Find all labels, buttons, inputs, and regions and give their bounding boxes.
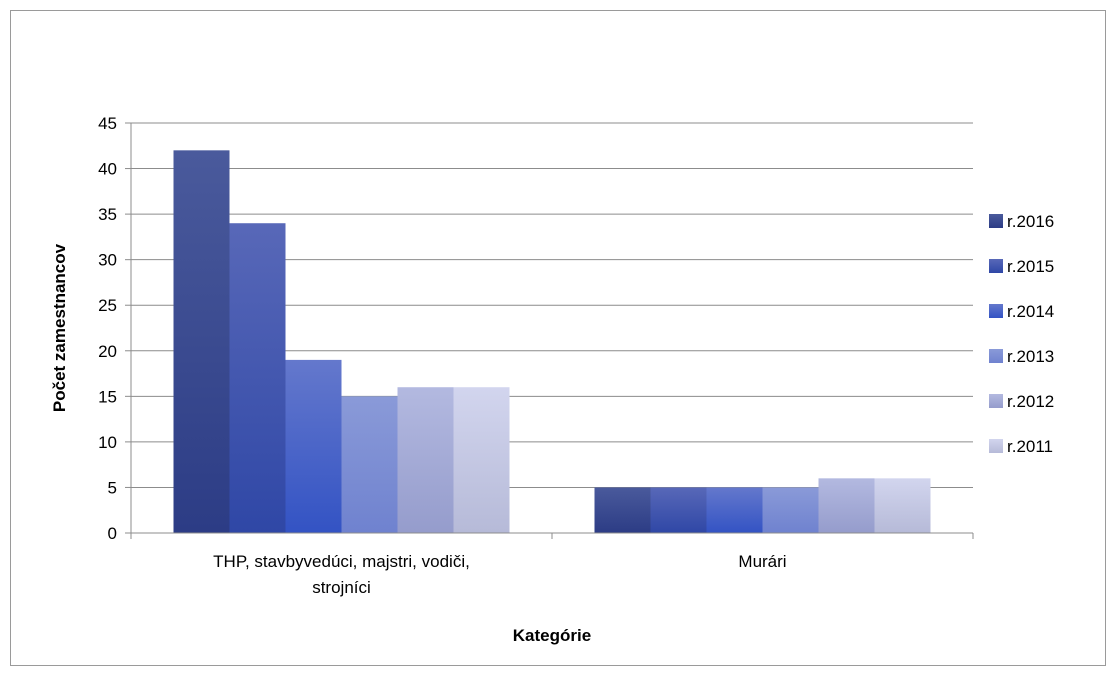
y-tick-label: 5: [108, 478, 117, 497]
legend-swatch: [989, 349, 1003, 363]
legend-swatch: [989, 394, 1003, 408]
y-tick-label: 25: [98, 296, 117, 315]
y-tick-label: 40: [98, 160, 117, 179]
legend-label: r.2011: [1007, 437, 1053, 456]
y-tick-label: 45: [98, 114, 117, 133]
x-axis-title: Kategórie: [513, 626, 591, 645]
bar: [397, 387, 454, 533]
legend-swatch: [989, 304, 1003, 318]
y-tick-label: 0: [108, 524, 117, 543]
bar: [341, 396, 398, 533]
y-tick-label: 15: [98, 387, 117, 406]
bar: [453, 387, 510, 533]
bar: [650, 487, 707, 533]
legend-label: r.2014: [1007, 302, 1054, 321]
bar: [285, 359, 342, 533]
legend-label: r.2016: [1007, 212, 1054, 231]
legend-label: r.2015: [1007, 257, 1054, 276]
x-tick-label: THP, stavbyvedúci, majstri, vodiči, stroj…: [213, 552, 470, 597]
bar: [229, 223, 286, 533]
bar: [594, 487, 651, 533]
chart-area: 0 5 10 15 20 25 30 35 40 45 THP, stavbyvedúci, ma…: [10, 10, 1106, 666]
legend-label: r.2013: [1007, 347, 1054, 366]
x-tick-labels: THP, stavbyvedúci, majstri, vodiči, stroj…: [213, 552, 786, 597]
y-tick-labels: 0 5 10 15 20 25 30 35 40 45: [98, 114, 117, 543]
legend-label: r.2012: [1007, 392, 1054, 411]
bar: [874, 478, 931, 533]
x-tick-label: Murári: [738, 552, 786, 571]
legend-swatch: [989, 439, 1003, 453]
legend-swatch: [989, 259, 1003, 273]
y-tick-label: 30: [98, 251, 117, 270]
axes: [130, 123, 974, 539]
bar: [173, 150, 230, 534]
y-tick-label: 20: [98, 342, 117, 361]
y-tick-label: 10: [98, 433, 117, 452]
bars: [173, 150, 931, 534]
bar: [818, 478, 875, 533]
bar-chart: 0 5 10 15 20 25 30 35 40 45 THP, stavbyvedúci, ma…: [50, 114, 1054, 645]
legend: r.2016 r.2015 r.2014 r.2013 r.2012 r.2011: [989, 212, 1054, 456]
bar: [762, 487, 819, 533]
y-axis-title: Počet zamestnancov: [50, 243, 69, 412]
y-tick-label: 35: [98, 205, 117, 224]
bar: [706, 487, 763, 533]
legend-swatch: [989, 214, 1003, 228]
